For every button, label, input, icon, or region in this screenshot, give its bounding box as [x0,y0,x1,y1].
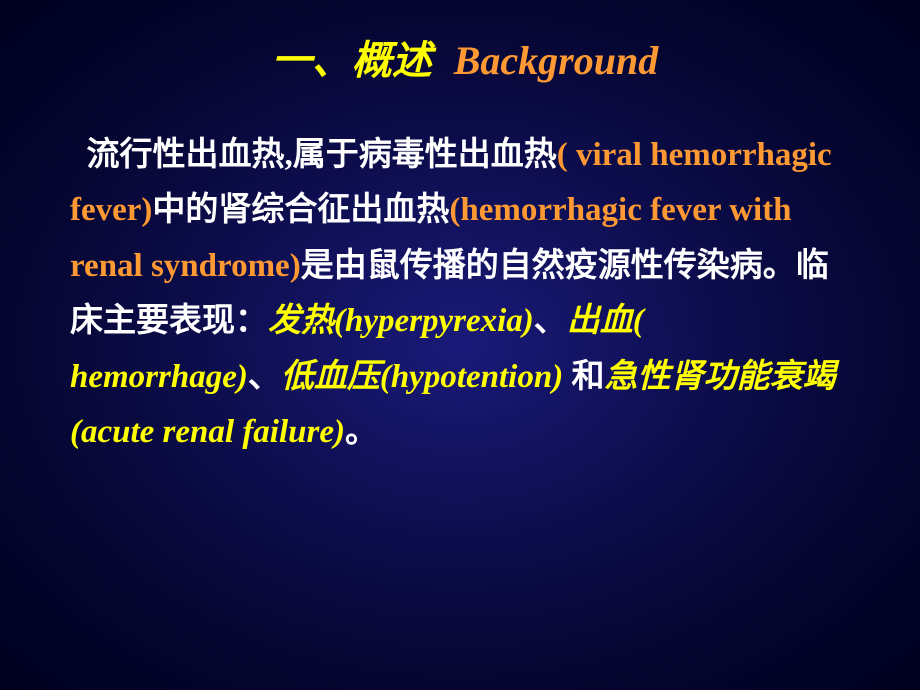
body-text: 和 [563,359,604,395]
slide-title: 一、概述 Background [70,28,860,86]
title-english: Background [454,38,659,83]
body-text: 中的肾综合征出血热 [152,192,449,228]
body-text: 、 [248,359,281,395]
title-chinese: 一、概述 [272,38,432,83]
body-text: 流行性出血热,属于病毒性出血热 [87,137,557,173]
slide-body: 流行性出血热,属于病毒性出血热( viral hemorrhagic fever… [70,128,860,461]
body-term-yellow: 发热(hyperpyrexia) [268,303,534,339]
slide-container: 一、概述 Background 流行性出血热,属于病毒性出血热( viral h… [0,0,920,501]
body-term-yellow: 低血压(hypotention) [281,359,563,395]
body-text: 。 [345,414,378,450]
paragraph: 流行性出血热,属于病毒性出血热( viral hemorrhagic fever… [70,128,860,461]
body-text: 、 [534,303,567,339]
